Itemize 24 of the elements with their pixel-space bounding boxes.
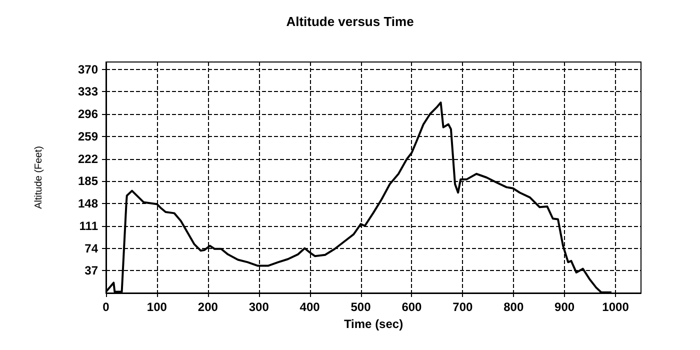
chart-title: Altitude versus Time	[286, 14, 414, 29]
y-tick-label: 222	[78, 152, 98, 166]
y-tick-label: 185	[78, 174, 98, 188]
x-tick-label: 400	[300, 300, 320, 314]
x-tick-label: 100	[146, 300, 168, 314]
x-tick-label: 0	[102, 300, 110, 314]
y-tick-label: 259	[78, 129, 98, 144]
x-tick-label: 500	[350, 300, 372, 314]
x-tick-label: 600	[402, 300, 422, 314]
y-tick-label: 370	[78, 62, 98, 76]
x-tick-label: 900	[554, 300, 575, 314]
y-tick-label: 74	[84, 241, 98, 256]
y-tick-label: 333	[78, 84, 98, 99]
y-tick-label: 111	[79, 218, 98, 233]
y-tick-label: 296	[78, 107, 98, 122]
y-axis-title: Altitude (Feet)	[34, 146, 44, 209]
x-axis-title: Time (sec)	[344, 316, 404, 331]
y-tick-label: 37	[84, 264, 98, 278]
x-tick-label: 800	[504, 300, 524, 314]
y-tick-label: 148	[78, 196, 98, 211]
x-tick-label: 1000	[602, 300, 630, 314]
x-tick-label: 700	[452, 300, 473, 314]
x-tick-label: 200	[198, 300, 218, 314]
x-tick-label: 300	[248, 300, 270, 314]
